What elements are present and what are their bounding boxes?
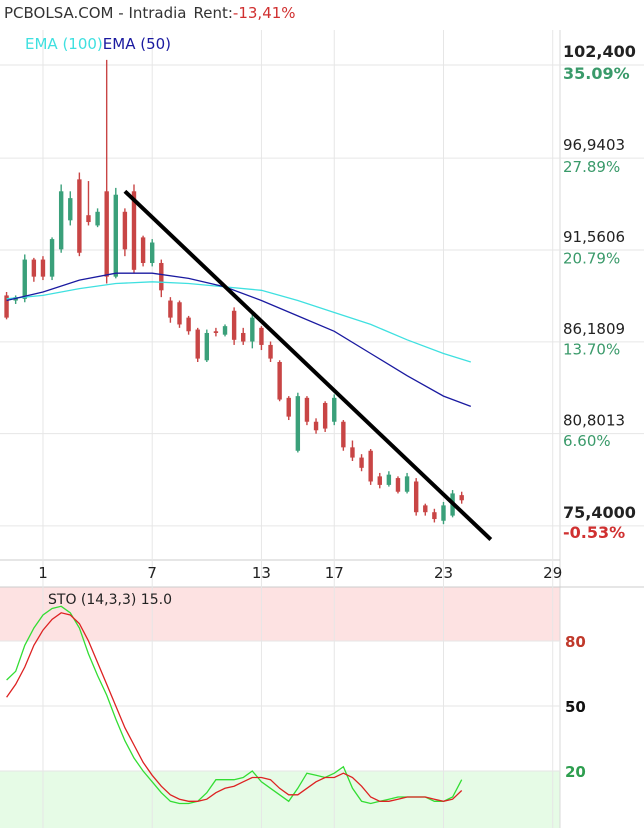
x-tick-label: 1: [38, 564, 48, 582]
candle-body: [250, 317, 255, 342]
candle-body: [432, 512, 437, 520]
x-tick-label: 7: [147, 564, 157, 582]
oscillator-line: [6, 605, 463, 805]
y-tick-label: 80,8013: [563, 412, 625, 430]
marks: [4, 59, 493, 805]
oscillator-line: [6, 612, 463, 802]
candle-body: [86, 215, 91, 223]
candle-body: [149, 242, 155, 263]
candle-body: [104, 191, 109, 277]
candle-body: [359, 457, 364, 468]
candle-body: [177, 302, 182, 325]
x-tick-label: 29: [543, 564, 562, 582]
y-tick-label: 80: [565, 633, 586, 651]
candle-body: [286, 397, 291, 417]
y2-tick-label: 35.09%: [563, 64, 630, 83]
candle-body: [140, 237, 146, 263]
candle-body: [22, 259, 27, 299]
candle-body: [413, 481, 419, 513]
y-tick-label: 91,5606: [563, 228, 625, 246]
candle-body: [268, 344, 273, 359]
y-tick-label: 96,9403: [563, 136, 625, 154]
candle-body: [395, 478, 401, 492]
candle-body: [259, 327, 264, 345]
grid: [0, 30, 644, 828]
candle-body: [4, 295, 9, 318]
candle-body: [213, 331, 219, 333]
y-tick-label: 20: [565, 763, 586, 781]
candle-body: [322, 402, 328, 429]
candle-body: [159, 262, 164, 291]
candle-body: [332, 397, 337, 422]
candle-body: [277, 361, 282, 400]
candle-body: [404, 476, 410, 492]
candle-body: [77, 179, 82, 253]
candle-body: [368, 450, 373, 482]
chart-title: PCBOLSA.COM - Intradia: [4, 4, 187, 22]
candle-body: [295, 396, 301, 451]
trend-line: [123, 189, 493, 541]
legend-entry: EMA (100): [25, 35, 103, 53]
candle-body: [40, 259, 46, 277]
y2-tick-label: 20.79%: [563, 249, 620, 267]
candle-body: [195, 329, 200, 359]
x-tick-label: 23: [434, 564, 453, 582]
candle-body: [350, 447, 355, 458]
ema-line: [6, 281, 471, 363]
return-label: Rent:: [194, 4, 233, 22]
candle-body: [95, 211, 100, 226]
candle-body: [231, 310, 237, 340]
candle-body: [423, 505, 428, 513]
candle-body: [441, 505, 446, 521]
y-tick-label: 86,1809: [563, 320, 625, 338]
y2-tick-label: 6.60%: [563, 432, 611, 450]
ema-line: [6, 272, 472, 408]
candle-body: [131, 191, 137, 270]
y-tick-label: 75,4000: [563, 503, 636, 522]
sto-title: STO (14,3,3) 15.0: [48, 592, 172, 608]
candle-body: [58, 191, 64, 250]
return-value: -13,41%: [233, 4, 296, 22]
candle-body: [113, 194, 118, 277]
x-tick-label: 13: [252, 564, 271, 582]
y2-tick-label: -0.53%: [563, 523, 625, 542]
x-tick-label: 17: [325, 564, 344, 582]
candle-body: [168, 300, 173, 318]
labels: PCBOLSA.COM - Intradia Rent:-13,41% STO (…: [4, 4, 636, 781]
y2-tick-label: 27.89%: [563, 158, 620, 176]
legend-entry: EMA (50): [103, 35, 171, 53]
candle-body: [304, 397, 310, 422]
y-tick-label: 50: [565, 698, 586, 716]
zone-band: [0, 771, 560, 828]
candle-body: [49, 239, 55, 277]
candle-body: [68, 198, 73, 221]
candle-body: [313, 421, 319, 431]
panel-backgrounds: [0, 587, 560, 828]
candle-body: [341, 421, 346, 448]
candle-body: [186, 317, 191, 332]
header: PCBOLSA.COM - Intradia Rent:-13,41%: [4, 4, 296, 22]
y-tick-label: 102,400: [563, 42, 636, 61]
candle-body: [386, 474, 392, 485]
candle-body: [241, 332, 246, 342]
zone-band: [0, 587, 560, 641]
candle-body: [204, 332, 210, 361]
candle-body: [222, 326, 228, 335]
candle-body: [31, 259, 37, 277]
candle-body: [122, 211, 128, 250]
y2-tick-label: 13.70%: [563, 341, 620, 359]
candle-body: [459, 495, 464, 501]
candle-body: [377, 476, 382, 485]
